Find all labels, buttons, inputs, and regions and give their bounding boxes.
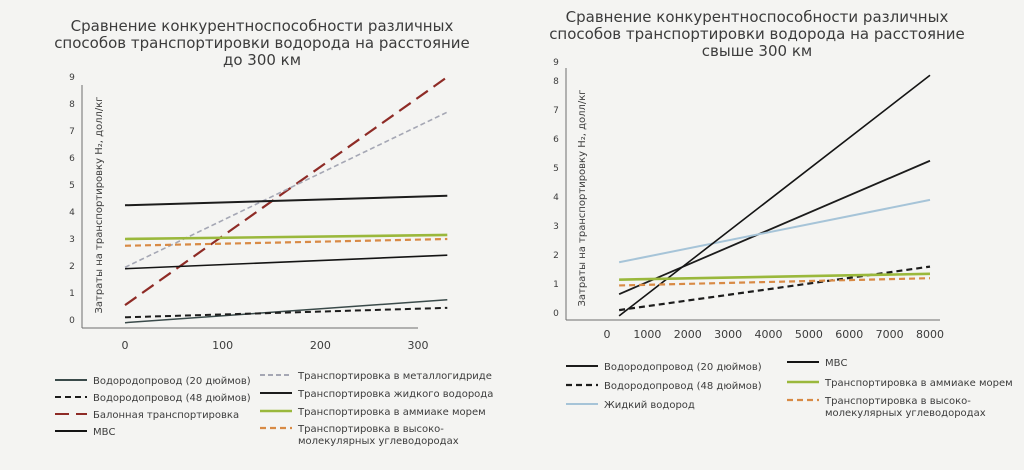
legend-item: Водородопровод (48 дюймов) [55, 393, 251, 404]
legend-item: Жидкий водород [566, 400, 695, 411]
y-tick-label: 9 [69, 73, 75, 83]
y-tick-label: 2 [553, 251, 559, 261]
legend-item: Транспортировка в металлогидриде [260, 371, 492, 382]
x-tick-label: 3000 [714, 328, 742, 341]
legend-label: Водородопровод (20 дюймов) [604, 362, 762, 373]
y-tick-label: 4 [69, 208, 75, 218]
legend-label-line2: молекулярных углеводородах [825, 408, 986, 419]
x-tick-label: 100 [212, 339, 233, 352]
y-tick-label: 7 [553, 106, 559, 116]
legend-item: МВС [787, 358, 847, 369]
y-axis-label: Затраты на транспортировку H₂, долл/кг [577, 89, 588, 306]
legend-item: Балонная транспортировка [55, 410, 239, 421]
series-line-4 [618, 74, 931, 317]
y-tick-label: 1 [69, 289, 75, 299]
legend-label: Балонная транспортировка [93, 410, 239, 421]
x-tick-label: 2000 [674, 328, 702, 341]
series-line-7 [124, 233, 448, 241]
y-tick-label: 8 [553, 77, 559, 87]
series-line-5 [619, 272, 931, 281]
x-tick-label: 1000 [633, 328, 661, 341]
y-tick-label: 1 [553, 280, 559, 290]
x-tick-label: 8000 [916, 328, 944, 341]
chart-title-line: свыше 300 км [702, 42, 812, 60]
y-tick-label: 9 [553, 58, 559, 68]
series-line-6 [619, 277, 931, 287]
y-tick-label: 0 [69, 316, 75, 326]
legend-label: Транспортировка в высоко- [297, 424, 444, 435]
x-tick-label: 6000 [835, 328, 863, 341]
legend-label: Водородопровод (48 дюймов) [604, 381, 762, 392]
legend-label: МВС [93, 427, 115, 438]
chart-title-line: Сравнение конкурентноспособности различн… [71, 17, 454, 35]
x-tick-label: 200 [310, 339, 331, 352]
series-line-4 [124, 254, 448, 270]
legend-label: Жидкий водород [604, 400, 695, 411]
y-tick-label: 8 [69, 100, 75, 110]
y-tick-label: 7 [69, 127, 75, 137]
chart-title-line: Сравнение конкурентноспособности различн… [566, 8, 949, 26]
chart-2: Сравнение конкурентноспособности различн… [549, 8, 1012, 419]
x-tick-label: 0 [122, 339, 129, 352]
y-tick-label: 3 [553, 222, 559, 232]
legend-item: Водородопровод (48 дюймов) [566, 381, 762, 392]
series-line-1 [618, 159, 931, 295]
y-tick-label: 6 [69, 154, 75, 164]
y-tick-label: 3 [69, 235, 75, 245]
chart-title-line: до 300 км [223, 51, 301, 69]
legend-label: Транспортировка в высоко- [824, 396, 971, 407]
series-line-5 [124, 111, 448, 269]
series-line-1 [124, 299, 448, 324]
x-tick-label: 0 [604, 328, 611, 341]
chart-title-line: способов транспортировки водорода на рас… [54, 34, 470, 52]
x-tick-label: 5000 [795, 328, 823, 341]
legend: Водородопровод (20 дюймов) Водородопровод… [55, 371, 493, 447]
x-tick-label: 4000 [755, 328, 783, 341]
legend-label: МВС [825, 358, 847, 369]
legend-label: Водородопровод (20 дюймов) [93, 376, 251, 387]
legend: Водородопровод (20 дюймов) Водородопровод… [566, 358, 1013, 419]
y-tick-label: 4 [553, 193, 559, 203]
y-tick-label: 5 [553, 164, 559, 174]
legend-item: Водородопровод (20 дюймов) [55, 376, 251, 387]
legend-label: Водородопровод (48 дюймов) [93, 393, 251, 404]
y-tick-label: 6 [553, 135, 559, 145]
legend-item: Водородопровод (20 дюймов) [566, 362, 762, 373]
series-line-8 [124, 237, 448, 247]
y-axis-label: Затраты на транспортировку H₂, долл/кг [94, 96, 105, 313]
series-line-2 [618, 265, 931, 312]
chart-title-line: способов транспортировки водорода на рас… [549, 25, 965, 43]
legend-label: Транспортировка в аммиаке морем [297, 407, 486, 418]
series-line-6 [124, 194, 448, 207]
legend-label: Транспортировка в аммиаке морем [824, 378, 1013, 389]
legend-item: Транспортировка в высоко-молекулярных уг… [260, 424, 459, 447]
series-line-3 [618, 198, 931, 264]
legend-item: Транспортировка жидкого водорода [260, 389, 493, 400]
legend-item: Транспортировка в аммиаке морем [787, 378, 1013, 389]
legend-label: Транспортировка жидкого водорода [297, 389, 493, 400]
y-tick-label: 0 [553, 309, 559, 319]
x-tick-label: 300 [408, 339, 429, 352]
legend-item: Транспортировка в высоко-молекулярных уг… [787, 396, 986, 419]
chart-1: Сравнение конкурентноспособности различн… [54, 17, 493, 447]
y-tick-label: 2 [69, 262, 75, 272]
y-tick-label: 5 [69, 181, 75, 191]
x-tick-label: 7000 [876, 328, 904, 341]
series-line-2 [124, 306, 448, 319]
legend-label: Транспортировка в металлогидриде [297, 371, 492, 382]
legend-label-line2: молекулярных углеводородах [298, 436, 459, 447]
legend-item: Транспортировка в аммиаке морем [260, 407, 486, 418]
series-line-3 [124, 76, 448, 307]
legend-item: МВС [55, 427, 115, 438]
